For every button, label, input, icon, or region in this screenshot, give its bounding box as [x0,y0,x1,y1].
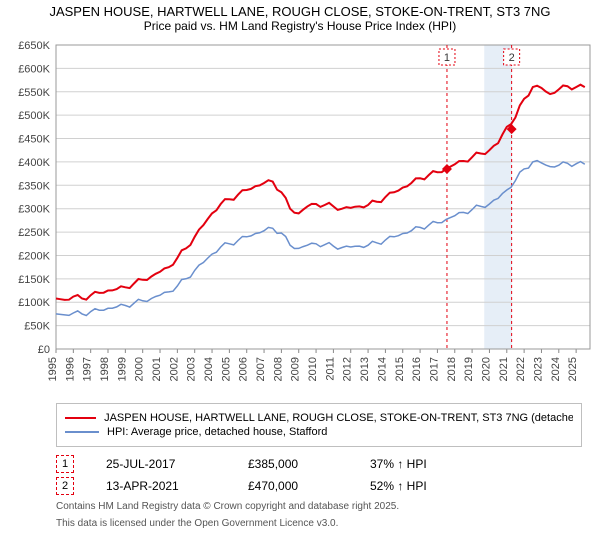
event-badge: 2 [56,477,74,495]
event-date: 25-JUL-2017 [106,457,216,471]
svg-text:£150K: £150K [18,274,50,286]
svg-text:2017: 2017 [428,357,440,381]
svg-text:2021: 2021 [498,357,510,381]
svg-text:2002: 2002 [168,357,180,381]
svg-text:2: 2 [509,52,515,64]
legend-label: HPI: Average price, detached house, Staf… [107,426,327,438]
svg-text:2024: 2024 [550,357,562,381]
svg-text:2004: 2004 [203,357,215,381]
svg-text:2016: 2016 [411,357,423,381]
svg-text:2008: 2008 [272,357,284,381]
event-row: 1 25-JUL-2017 £385,000 37% ↑ HPI [56,455,582,473]
svg-text:£100K: £100K [18,297,50,309]
svg-text:£500K: £500K [18,110,50,122]
line-chart-svg: £0 £50K £100K £150K £200K £250K £300K £350K £400… [0,39,600,397]
legend: JASPEN HOUSE, HARTWELL LANE, ROUGH CLOSE… [56,403,582,447]
svg-text:2015: 2015 [394,357,406,381]
svg-text:£550K: £550K [18,87,50,99]
svg-text:1997: 1997 [82,357,94,381]
svg-text:2007: 2007 [255,357,267,381]
svg-text:1: 1 [444,52,450,64]
svg-text:2018: 2018 [446,357,458,381]
event-price: £470,000 [248,479,338,493]
event-delta: 37% ↑ HPI [370,457,427,471]
svg-text:2011: 2011 [324,357,336,381]
svg-text:£0: £0 [38,344,50,356]
svg-text:£300K: £300K [18,204,50,216]
svg-text:£50K: £50K [24,321,50,333]
svg-text:£450K: £450K [18,134,50,146]
legend-row: HPI: Average price, detached house, Staf… [65,426,573,438]
svg-text:1999: 1999 [116,357,128,381]
svg-text:2001: 2001 [151,357,163,381]
svg-text:2023: 2023 [532,357,544,381]
svg-text:2019: 2019 [463,357,475,381]
event-row: 2 13-APR-2021 £470,000 52% ↑ HPI [56,477,582,495]
legend-swatch [65,417,96,419]
chart-title: JASPEN HOUSE, HARTWELL LANE, ROUGH CLOSE… [0,0,600,19]
svg-text:2013: 2013 [359,357,371,381]
event-price: £385,000 [248,457,338,471]
legend-swatch [65,431,99,433]
svg-text:2022: 2022 [515,357,527,381]
event-delta: 52% ↑ HPI [370,479,427,493]
svg-text:1996: 1996 [64,357,76,381]
svg-text:£250K: £250K [18,227,50,239]
svg-text:2009: 2009 [290,357,302,381]
svg-text:£350K: £350K [18,180,50,192]
svg-text:2025: 2025 [567,357,579,381]
event-date: 13-APR-2021 [106,479,216,493]
svg-text:2010: 2010 [307,357,319,381]
chart-subtitle: Price paid vs. HM Land Registry's House … [0,19,600,39]
svg-text:£600K: £600K [18,63,50,75]
svg-text:£200K: £200K [18,250,50,262]
chart-area: £0 £50K £100K £150K £200K £250K £300K £350K £400… [0,39,600,397]
legend-row: JASPEN HOUSE, HARTWELL LANE, ROUGH CLOSE… [65,412,573,424]
event-list: 1 25-JUL-2017 £385,000 37% ↑ HPI 2 13-APR-202… [56,455,582,495]
svg-text:2003: 2003 [186,357,198,381]
svg-text:£650K: £650K [18,40,50,52]
svg-text:2006: 2006 [238,357,250,381]
svg-text:1998: 1998 [99,357,111,381]
footer-line-2: This data is licensed under the Open Gov… [56,518,582,529]
legend-label: JASPEN HOUSE, HARTWELL LANE, ROUGH CLOSE… [104,412,573,424]
event-badge: 1 [56,455,74,473]
footer-line-1: Contains HM Land Registry data © Crown c… [56,501,582,512]
svg-text:£400K: £400K [18,157,50,169]
svg-text:2014: 2014 [376,357,388,381]
svg-text:1995: 1995 [47,357,59,381]
svg-text:2020: 2020 [480,357,492,381]
svg-text:2000: 2000 [134,357,146,381]
svg-text:2005: 2005 [220,357,232,381]
svg-text:2012: 2012 [342,357,354,381]
